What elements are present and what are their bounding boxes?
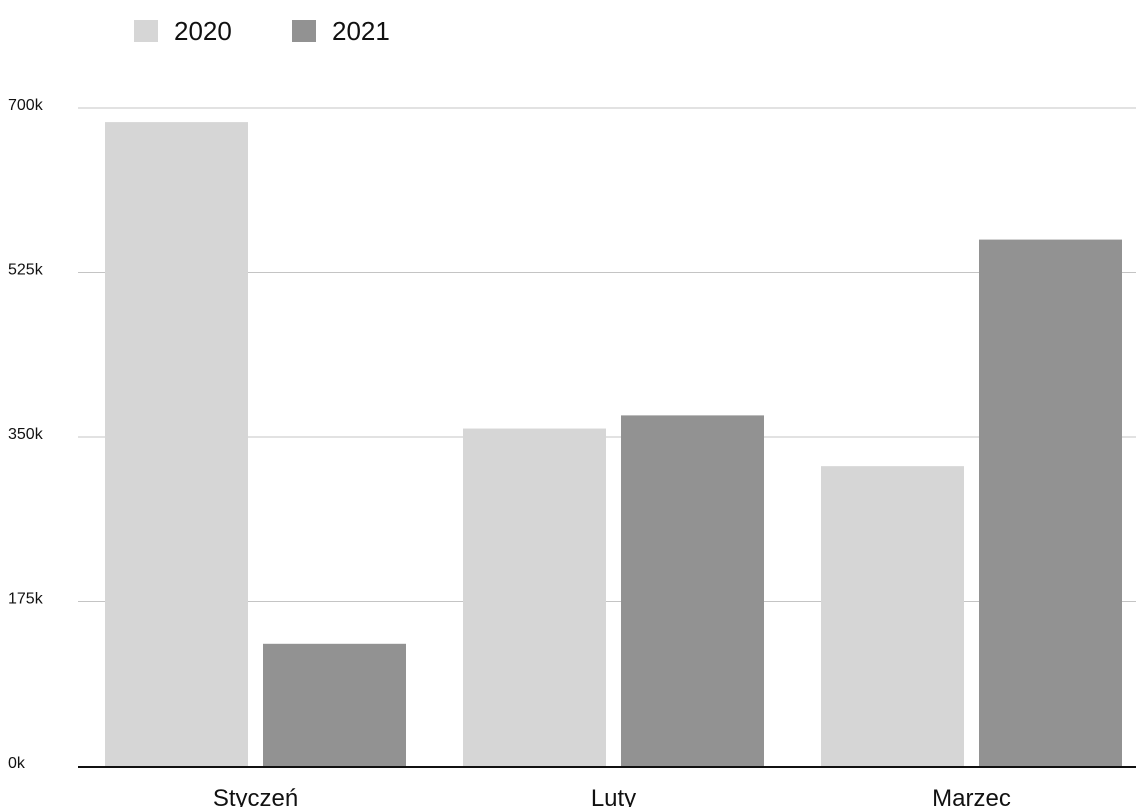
- bar-2021-1: [621, 415, 764, 766]
- x-axis-tick-labels: Styczeń Luty Marzec: [213, 785, 1011, 807]
- y-tick-label-4: 700k: [8, 97, 44, 114]
- bar-2021-2: [979, 239, 1122, 767]
- legend-label-2020: 2020: [174, 16, 232, 46]
- y-tick-label-3: 525k: [8, 262, 44, 279]
- bar-2020-0: [105, 122, 248, 767]
- y-axis-tick-labels: 0k 175k 350k 525k 700k: [8, 97, 44, 772]
- y-tick-label-0: 0k: [8, 755, 26, 772]
- legend-swatch-2020: [134, 20, 158, 42]
- x-tick-label-1: Luty: [591, 785, 636, 807]
- legend-label-2021: 2021: [332, 16, 390, 46]
- bar-2021-0: [263, 643, 406, 766]
- bar-2020-2: [821, 466, 964, 766]
- legend-swatch-2021: [292, 20, 316, 42]
- y-tick-label-1: 175k: [8, 591, 44, 608]
- x-tick-label-2: Marzec: [932, 785, 1011, 807]
- x-tick-label-0: Styczeń: [213, 785, 298, 807]
- bar-2020-1: [463, 428, 606, 766]
- legend: 2020 2021: [134, 16, 390, 46]
- bars: [105, 122, 1122, 767]
- y-tick-label-2: 350k: [8, 426, 44, 443]
